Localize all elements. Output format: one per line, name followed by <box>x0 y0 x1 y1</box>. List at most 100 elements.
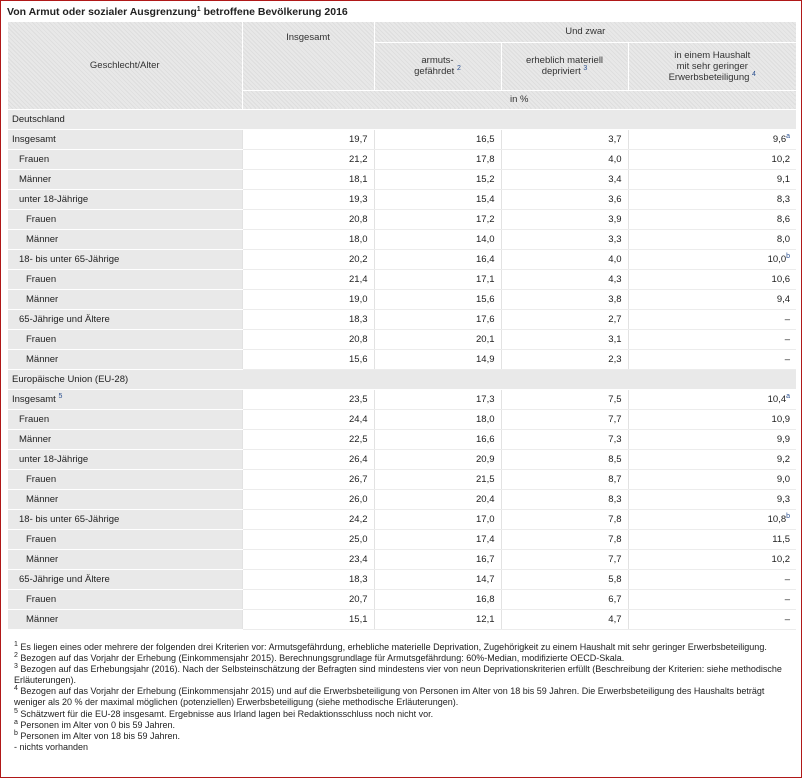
table-row: 65-Jährige und Ältere 18,3 17,6 2,7– <box>8 308 797 330</box>
value-cell: 20,2 <box>241 248 374 270</box>
header-unit: in % <box>241 90 797 110</box>
table-row: Frauen 25,0 17,4 7,8 11,5 <box>8 529 797 550</box>
value-cell: 3,4 <box>500 169 628 190</box>
row-label: 18- bis unter 65-Jährige <box>8 249 242 270</box>
value-cell: 14,0 <box>373 229 501 250</box>
value-cell: 7,5 <box>500 389 628 410</box>
table-row: Frauen 24,4 18,0 7,7 10,9 <box>8 409 797 430</box>
value-cell: 17,2 <box>373 209 501 230</box>
row-label: Frauen <box>8 209 242 230</box>
value-cell: 10,2 <box>627 149 797 170</box>
row-label: Frauen <box>8 469 242 490</box>
table-row: Frauen 21,4 17,1 4,3 10,6 <box>8 269 797 290</box>
value-cell: 17,1 <box>373 269 501 290</box>
table-row: Insgesamt 19,7 16,5 3,7 9,6a <box>8 129 797 150</box>
table-row: 18- bis unter 65-Jährige 20,2 16,4 4,0 10,0b <box>8 248 797 270</box>
footnote: 3 Bezogen auf das Erhebungsjahr (2016). … <box>14 663 782 686</box>
row-label: Insgesamt <box>8 129 242 150</box>
footnote-mark: 3 <box>14 663 18 671</box>
value-cell: 17,3 <box>373 389 501 410</box>
value-cell: 15,4 <box>373 188 501 210</box>
row-label: Frauen <box>8 589 242 610</box>
value-cell: 18,1 <box>241 169 374 190</box>
value-cell: 20,4 <box>373 489 501 510</box>
value-cell: 20,7 <box>241 589 374 610</box>
value-cell: 15,2 <box>373 169 501 190</box>
footnote-mark: 5 <box>14 707 18 715</box>
value-cell: 10,6 <box>627 269 797 290</box>
table-row: 65-Jährige und Ältere 18,3 14,7 5,8– <box>8 568 797 590</box>
value-cell: 9,6a <box>627 129 797 150</box>
value-cell: 15,1 <box>241 609 374 630</box>
footnote-mark: b <box>786 512 791 520</box>
row-label: Männer <box>8 429 242 450</box>
value-cell: 22,5 <box>241 429 374 450</box>
value-cell: 26,7 <box>241 469 374 490</box>
section-row: Deutschland <box>8 109 797 130</box>
footnote: 5 Schätzwert für die EU-28 insgesamt. Er… <box>14 707 434 719</box>
value-cell: 9,2 <box>627 448 797 470</box>
value-cell: 10,0b <box>627 248 797 270</box>
value-cell: 14,7 <box>373 568 501 590</box>
value-cell: 2,7 <box>500 308 628 330</box>
value-cell: 15,6 <box>373 289 501 310</box>
header-und-zwar: Und zwar <box>373 22 797 43</box>
row-label: Männer <box>8 349 242 370</box>
footnote: 1 Es liegen eines oder mehrere der folge… <box>14 641 767 652</box>
value-cell: 20,8 <box>241 329 374 350</box>
table-row: Männer 26,0 20,4 8,3 9,3 <box>8 489 797 510</box>
value-cell: 8,5 <box>500 448 628 470</box>
value-cell: 7,8 <box>500 508 628 530</box>
data-table: Geschlecht/Alter Insgesamt Und zwar armu… <box>8 22 797 630</box>
table-body: Deutschland Insgesamt 19,7 16,5 3,7 9,6a Fraue… <box>8 109 797 630</box>
value-cell: 10,2 <box>627 549 797 570</box>
footnote-mark: a <box>786 392 791 400</box>
row-label: Frauen <box>8 149 242 170</box>
value-cell: – <box>627 329 797 350</box>
footnote-mark: 1 <box>14 641 18 648</box>
value-cell: 21,5 <box>373 469 501 490</box>
value-cell: 26,4 <box>241 448 374 470</box>
footnote: a Personen im Alter von 0 bis 59 Jahren. <box>14 718 176 730</box>
table-title: Von Armut oder sozialer Ausgrenzung1 bet… <box>7 6 348 18</box>
value-cell: 2,3 <box>500 349 628 370</box>
table-row: Männer 18,0 14,0 3,3 8,0 <box>8 229 797 250</box>
value-cell: 19,7 <box>241 129 374 150</box>
row-label: Insgesamt 5 <box>8 389 242 410</box>
footnote-mark: b <box>786 252 791 260</box>
value-cell: 18,3 <box>241 308 374 330</box>
row-label: Frauen <box>8 329 242 350</box>
row-label: Frauen <box>8 529 242 550</box>
value-cell: – <box>627 568 797 590</box>
value-cell: 8,6 <box>627 209 797 230</box>
value-cell: 3,8 <box>500 289 628 310</box>
header-armutsgefaehrdet: armuts-gefährdet 2 <box>373 42 501 91</box>
row-label: unter 18-Jährige <box>8 189 242 210</box>
value-cell: 25,0 <box>241 529 374 550</box>
value-cell: 20,1 <box>373 329 501 350</box>
header-insgesamt: Insgesamt <box>241 22 374 91</box>
table-row: Männer 15,1 12,1 4,7– <box>8 609 797 630</box>
table-row: Männer 18,1 15,2 3,4 9,1 <box>8 169 797 190</box>
footnotes: 1 Es liegen eines oder mehrere der folge… <box>14 641 784 753</box>
table-row: Frauen 21,2 17,8 4,0 10,2 <box>8 149 797 170</box>
value-cell: 23,4 <box>241 549 374 570</box>
footnote-mark: a <box>14 718 18 726</box>
value-cell: 4,0 <box>500 149 628 170</box>
value-cell: 8,0 <box>627 229 797 250</box>
value-cell: 3,3 <box>500 229 628 250</box>
value-cell: 16,8 <box>373 589 501 610</box>
value-cell: 21,2 <box>241 149 374 170</box>
value-cell: 4,0 <box>500 248 628 270</box>
row-label: 65-Jährige und Ältere <box>8 309 242 330</box>
value-cell: 9,0 <box>627 469 797 490</box>
value-cell: 7,3 <box>500 429 628 450</box>
value-cell: 8,3 <box>627 188 797 210</box>
value-cell: 17,0 <box>373 508 501 530</box>
value-cell: 20,9 <box>373 448 501 470</box>
value-cell: 11,5 <box>627 529 797 550</box>
value-cell: 3,6 <box>500 188 628 210</box>
table-row: Frauen 20,8 17,2 3,9 8,6 <box>8 209 797 230</box>
table-row: 18- bis unter 65-Jährige 24,2 17,0 7,8 10,8b <box>8 508 797 530</box>
